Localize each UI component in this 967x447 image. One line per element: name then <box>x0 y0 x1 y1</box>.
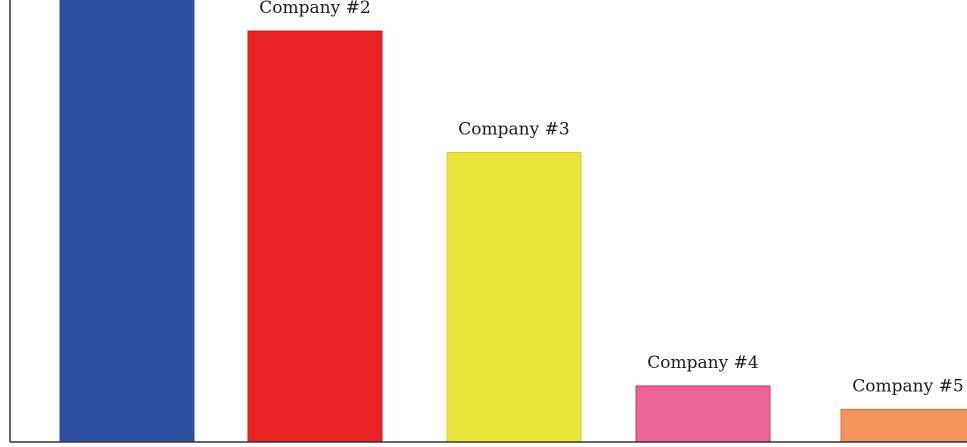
bar-4 <box>635 385 771 443</box>
bar-3 <box>446 151 582 443</box>
bar-label-3: Company #3 <box>458 119 569 139</box>
bar-label-4: Company #4 <box>647 353 758 373</box>
bar-label-5: Company #5 <box>852 376 963 396</box>
bars-group <box>59 0 967 443</box>
bar-2 <box>247 30 383 443</box>
bar-labels-group: Company #2 Company #3 Company #4 Company #5 <box>259 0 963 396</box>
bar-5 <box>840 408 967 443</box>
bar-1 <box>59 0 195 443</box>
bar-label-2: Company #2 <box>259 0 370 18</box>
